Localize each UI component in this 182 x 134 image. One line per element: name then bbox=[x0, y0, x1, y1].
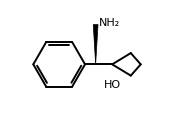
Text: NH₂: NH₂ bbox=[99, 18, 120, 28]
Polygon shape bbox=[93, 25, 98, 64]
Text: HO: HO bbox=[104, 80, 121, 90]
